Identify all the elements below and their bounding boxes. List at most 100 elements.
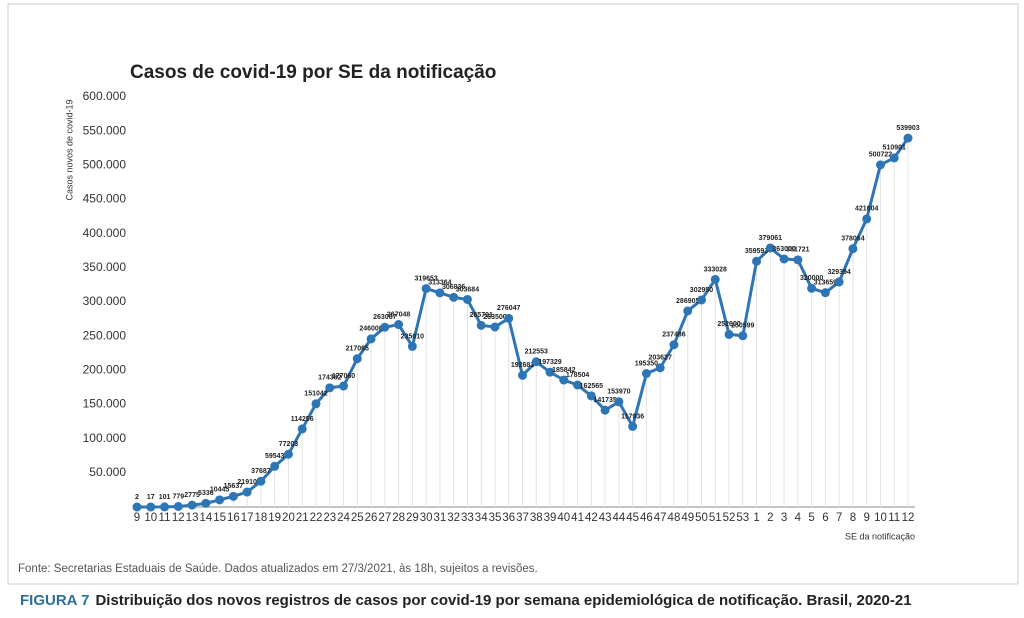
x-tick-label: 44 <box>612 512 625 524</box>
data-label: 162565 <box>580 383 603 390</box>
data-label: 5336 <box>198 490 214 497</box>
data-label: 359593 <box>745 248 768 255</box>
data-label: 313659 <box>814 280 837 287</box>
x-tick-label: 46 <box>640 512 653 524</box>
x-tick-label: 11 <box>159 512 171 524</box>
point <box>518 370 527 380</box>
point <box>435 288 445 298</box>
chart-frame <box>7 3 1019 585</box>
data-label: 37687 <box>251 468 271 475</box>
x-tick-label: 43 <box>599 512 612 524</box>
point <box>228 491 238 501</box>
point <box>476 320 486 330</box>
point <box>820 288 830 298</box>
x-tick-label: 36 <box>502 512 515 524</box>
data-label: 286905 <box>676 298 699 305</box>
data-label: 500722 <box>869 152 892 159</box>
data-label: 59543 <box>265 453 285 460</box>
data-label: 141735 <box>593 397 616 404</box>
x-tick-label: 52 <box>723 512 736 524</box>
x-tick-label: 50 <box>695 512 708 524</box>
x-tick-label: 31 <box>433 512 446 524</box>
point <box>187 500 197 510</box>
point <box>490 322 500 332</box>
data-label: 303684 <box>456 286 479 293</box>
x-tick-label: 2 <box>767 512 773 524</box>
point <box>848 244 858 254</box>
point <box>504 313 514 323</box>
x-tick-label: 41 <box>571 512 584 524</box>
x-tick-label: 12 <box>902 512 915 524</box>
x-tick-label: 3 <box>781 512 787 524</box>
chart-title: Casos de covid-19 por SE da notificação <box>130 62 496 83</box>
point <box>173 501 183 511</box>
data-label: 197329 <box>538 359 561 366</box>
x-tick-label: 1 <box>753 512 759 524</box>
x-tick-label: 38 <box>530 512 543 524</box>
data-label: 117936 <box>621 413 644 420</box>
point <box>462 294 472 304</box>
point <box>421 284 431 294</box>
y-tick-label: 100.000 <box>83 431 127 445</box>
x-tick-label: 53 <box>736 512 749 524</box>
data-label: 246006 <box>359 326 382 333</box>
point <box>573 380 583 390</box>
point <box>545 367 555 377</box>
data-label: 151042 <box>304 391 327 398</box>
data-label: 114256 <box>291 416 314 423</box>
x-tick-label: 9 <box>863 512 869 524</box>
chart: Casos de covid-19 por SE da notificação … <box>7 3 1019 585</box>
data-label: 174382 <box>318 375 341 382</box>
point <box>807 283 817 293</box>
point <box>641 369 651 379</box>
x-tick-label: 10 <box>144 512 157 524</box>
data-label: 306836 <box>442 284 465 291</box>
x-tick-label: 14 <box>199 512 212 524</box>
data-label: 21910 <box>237 479 257 486</box>
data-label: 177060 <box>332 373 355 380</box>
data-label: 217065 <box>346 346 369 353</box>
x-tick-label: 29 <box>406 512 419 524</box>
data-label: 319653 <box>414 275 437 282</box>
data-label: 185842 <box>552 367 575 374</box>
data-label: 2775 <box>184 492 200 499</box>
point <box>283 449 293 459</box>
point <box>242 487 252 497</box>
point <box>710 274 720 284</box>
caption-text: Distribuição dos novos registros de caso… <box>95 592 912 609</box>
x-tick-label: 27 <box>378 512 391 524</box>
x-tick-label: 45 <box>626 512 639 524</box>
data-label: 276047 <box>497 305 520 312</box>
point <box>394 320 404 330</box>
data-label: 421604 <box>855 206 878 213</box>
data-label: 510901 <box>883 145 906 152</box>
y-axis-label: Casos novos de covid-19 <box>64 99 74 200</box>
x-tick-label: 24 <box>337 512 350 524</box>
point <box>724 329 734 339</box>
point <box>628 421 638 431</box>
data-label: 178504 <box>566 372 589 379</box>
point <box>160 502 170 512</box>
x-tick-label: 22 <box>310 512 323 524</box>
x-tick-label: 21 <box>296 512 309 524</box>
data-label: 302950 <box>690 287 713 294</box>
x-tick-label: 6 <box>822 512 828 524</box>
x-tick-label: 19 <box>268 512 281 524</box>
x-tick-label: 11 <box>888 512 900 524</box>
point <box>655 363 665 373</box>
point <box>297 424 307 434</box>
data-label: 235010 <box>401 333 424 340</box>
point <box>449 292 459 302</box>
data-label: 320000 <box>800 275 823 282</box>
x-tick-label: 9 <box>134 512 140 524</box>
point <box>683 306 693 316</box>
x-tick-label: 17 <box>241 512 254 524</box>
point <box>779 254 789 264</box>
point <box>339 381 349 391</box>
data-label: 333028 <box>704 266 727 273</box>
point <box>765 243 775 253</box>
y-tick-label: 450.000 <box>83 192 127 206</box>
data-label: 195350 <box>635 360 658 367</box>
y-tick-label: 500.000 <box>83 158 127 172</box>
data-label: 2 <box>135 494 139 501</box>
